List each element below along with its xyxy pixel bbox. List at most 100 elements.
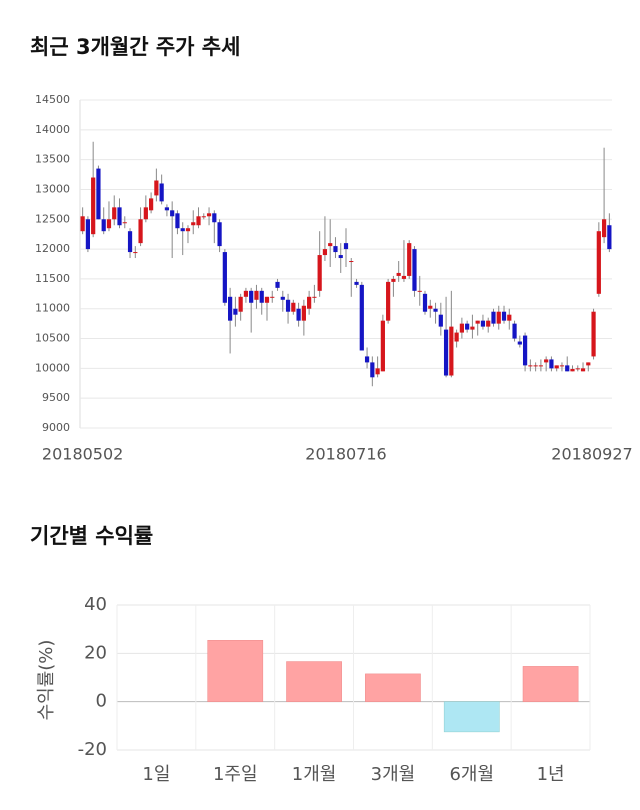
candle-body xyxy=(359,284,364,351)
y-tick-label: 20 xyxy=(84,642,107,663)
x-tick-label: 20180716 xyxy=(305,445,386,464)
candle-body xyxy=(512,323,517,339)
candle-body xyxy=(433,308,438,312)
candle-body xyxy=(496,311,501,324)
y-tick-label: 14000 xyxy=(35,123,70,136)
candle-body xyxy=(270,296,275,298)
candle-body xyxy=(249,290,254,303)
candle-body xyxy=(380,320,385,372)
candle-body xyxy=(312,296,317,298)
x-tick-label: 1일 xyxy=(142,764,170,785)
x-tick-label: 20180927 xyxy=(551,445,632,464)
candle-body xyxy=(459,323,464,333)
x-tick-label: 1년 xyxy=(537,764,565,785)
bar xyxy=(207,640,264,702)
candle-body xyxy=(370,362,375,378)
candle-body xyxy=(159,183,164,202)
y-tick-label: 11500 xyxy=(35,272,70,285)
chart-title: 기간별 수익률 xyxy=(30,524,153,548)
candle-body xyxy=(280,296,285,300)
candle-body xyxy=(333,246,338,253)
candle-body xyxy=(175,213,180,229)
y-tick-label: 13500 xyxy=(35,153,70,166)
bar xyxy=(522,666,579,702)
candle-body xyxy=(559,365,565,367)
candle-body xyxy=(170,210,175,217)
candle-body xyxy=(480,320,486,327)
candle-body xyxy=(396,272,401,276)
candle-body xyxy=(565,365,570,372)
candle-body xyxy=(185,228,191,232)
candle-body xyxy=(233,308,238,315)
candle-body xyxy=(454,332,459,342)
candle-body xyxy=(586,362,591,366)
candle-body xyxy=(127,231,133,253)
candle-body xyxy=(201,216,206,218)
candle-body xyxy=(570,368,575,372)
candle-body xyxy=(122,222,127,224)
candle-body xyxy=(285,299,291,312)
candle-body xyxy=(191,222,196,226)
candle-body xyxy=(575,368,580,370)
candle-body xyxy=(544,359,549,363)
candle-body xyxy=(154,180,159,196)
y-tick-label: 12500 xyxy=(35,212,70,225)
candle-body xyxy=(328,243,333,247)
candle-body xyxy=(275,281,280,288)
candle-body xyxy=(291,302,296,312)
candle-body xyxy=(243,290,249,297)
candle-body xyxy=(354,281,359,285)
x-tick-label: 6개월 xyxy=(449,764,494,785)
candle-body xyxy=(254,290,259,300)
candle-body xyxy=(206,213,212,217)
y-tick-label: 9000 xyxy=(42,421,70,434)
candle-body xyxy=(591,311,596,357)
candle-body xyxy=(443,329,449,376)
candle-body xyxy=(538,365,543,367)
x-tick-label: 3개월 xyxy=(371,764,416,785)
candle-body xyxy=(601,219,607,238)
y-tick-label: -20 xyxy=(78,739,107,760)
candle-body xyxy=(528,365,533,367)
candle-body xyxy=(317,255,322,291)
bar xyxy=(365,673,421,702)
candle-body xyxy=(417,290,422,292)
y-tick-label: 14500 xyxy=(35,93,70,106)
candle-body xyxy=(517,341,522,345)
candle-body xyxy=(501,311,507,321)
y-tick-label: 9500 xyxy=(42,391,70,404)
candle-body xyxy=(580,368,586,372)
candle-body xyxy=(422,293,428,312)
candle-body xyxy=(486,320,491,327)
candle-body xyxy=(533,365,538,367)
candle-body xyxy=(117,207,122,226)
candle-body xyxy=(212,213,217,223)
candle-body xyxy=(465,323,470,330)
candle-body xyxy=(138,219,143,244)
y-tick-label: 12000 xyxy=(35,242,70,255)
candle-body xyxy=(554,365,559,369)
candle-body xyxy=(475,320,480,324)
candle-body xyxy=(412,249,417,291)
candle-body xyxy=(149,198,154,211)
candle-body xyxy=(101,219,106,232)
candle-body xyxy=(407,243,412,276)
candle-body xyxy=(112,207,117,220)
y-tick-label: 10500 xyxy=(35,332,70,345)
x-tick-label: 1개월 xyxy=(292,764,337,785)
candle-body xyxy=(180,228,185,232)
candle-body xyxy=(343,243,349,250)
candle-body xyxy=(438,314,443,327)
candle-body xyxy=(507,314,512,321)
y-tick-label: 0 xyxy=(96,691,107,712)
candle-body xyxy=(264,296,270,303)
chart-title: 최근 3개월간 주가 추세 xyxy=(30,35,240,59)
y-tick-label: 11000 xyxy=(35,302,70,315)
candle-body xyxy=(386,281,391,321)
candle-body xyxy=(449,326,454,376)
candle-body xyxy=(322,249,328,256)
candle-body xyxy=(217,222,222,247)
candle-body xyxy=(164,207,170,211)
candle-body xyxy=(401,275,407,279)
